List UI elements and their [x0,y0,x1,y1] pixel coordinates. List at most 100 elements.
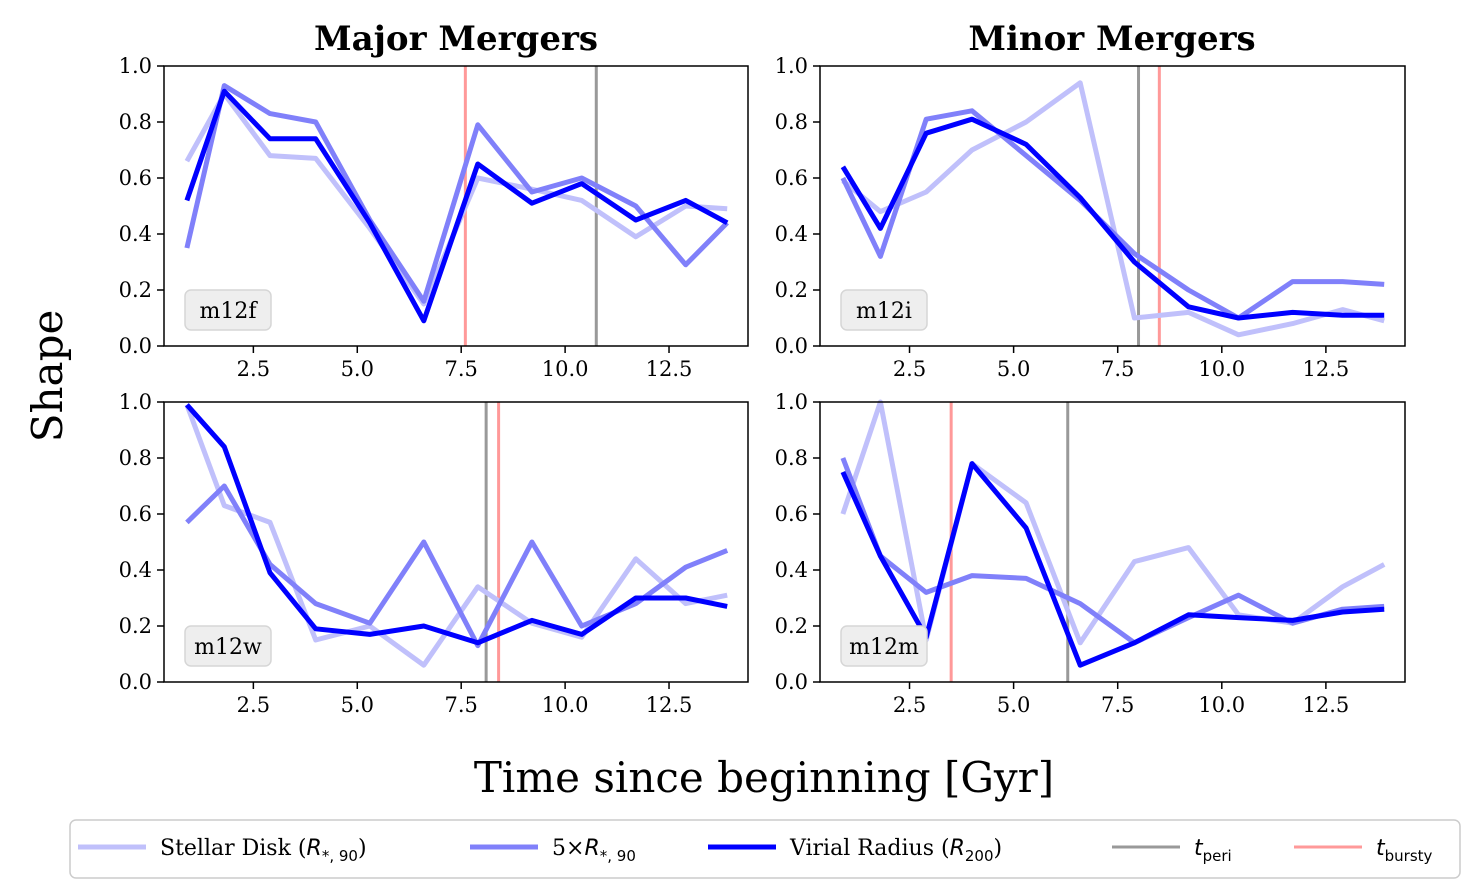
legend-label-text: Stellar Disk ( [160,836,307,861]
y-tick-label: 0.0 [775,334,808,358]
x-tick-label: 10.0 [542,357,589,381]
legend-subscript: 200 [965,847,994,865]
series-line-virial [840,461,1385,668]
panel-label: m12w [194,635,262,660]
y-tick-label: 0.4 [775,222,808,246]
legend-symbol: R [584,836,599,861]
y-tick-label: 0.4 [775,558,808,582]
legend-item-virial: Virial Radius (R200) [708,836,1002,865]
axes-frame [819,65,1406,347]
x-tick-label: 12.5 [1303,357,1350,381]
panel-label-box [184,625,272,667]
legend-subscript: *, 90 [600,847,636,865]
legend-subscript: bursty [1385,847,1433,865]
series-line-virial [840,116,1385,321]
y-tick-label: 0.4 [119,222,152,246]
x-tick-label: 7.5 [444,693,477,717]
y-tick-label: 0.6 [775,166,808,190]
x-tick-label: 5.0 [997,693,1030,717]
col-title-major: Major Mergers [314,19,598,59]
legend-label-tail: ) [358,836,367,861]
x-tick-label: 7.5 [444,357,477,381]
x-tick-label: 7.5 [1101,693,1134,717]
panel-m12f: 0.0 0.2 0.4 0.6 0.8 1.0 2.5 5.0 7.5 10.0 12.5 m12f [119,54,749,381]
x-tick-label: 10.0 [1198,693,1245,717]
legend-symbol: R [307,836,322,861]
y-tick-label: 0.8 [119,110,152,134]
panel-label: m12f [200,299,259,324]
series-line-virial [185,403,728,646]
y-tick-label: 1.0 [119,390,152,414]
y-tick-label: 0.0 [775,670,808,694]
x-tick-label: 2.5 [237,357,270,381]
series-line-stellar-disk [841,80,1385,338]
y-tick-label: 0.4 [119,558,152,582]
y-tick-label: 0.2 [775,278,808,302]
legend-label: Stellar Disk (R*, 90) [160,836,367,865]
series-line-stellar-disk [840,399,1386,646]
x-tick-label: 10.0 [542,693,589,717]
y-tick-label: 0.6 [119,166,152,190]
legend-label-text: Virial Radius ( [789,836,950,861]
x-tick-label: 5.0 [997,357,1030,381]
legend: Stellar Disk (R*, 90) 5×R*, 90 Virial Radi… [69,819,1461,879]
y-axis-label: Shape [23,310,72,443]
series-line-virial [184,88,729,324]
legend-item-t-peri: tperi [1112,836,1232,865]
y-tick-label: 0.8 [775,446,808,470]
legend-item-t-bursty: tbursty [1294,836,1433,865]
panels: 0.00.20.40.60.81.02.5 5.0 7.5 10.0 12.5m12f0… [119,54,1406,717]
x-tick-label: 2.5 [893,357,926,381]
axes-frame [163,65,749,347]
legend-label: tperi [1194,836,1232,865]
panel-label: m12i [856,299,912,324]
y-tick-label: 0.0 [119,334,152,358]
y-tick-label: 0.8 [119,446,152,470]
col-title-minor: Minor Mergers [968,19,1255,59]
legend-subscript: *, 90 [322,847,358,865]
panel-label: m12m [849,635,919,660]
y-tick-label: 1.0 [119,54,152,78]
x-tick-label: 12.5 [646,357,693,381]
y-tick-label: 0.2 [119,614,152,638]
panel-label-box [840,289,928,331]
y-tick-label: 0.0 [119,670,152,694]
legend-symbol: t [1376,836,1386,861]
panel-label-box [840,625,928,667]
panel-label-box [184,289,272,331]
legend-label: Virial Radius (R200) [789,836,1002,865]
x-tick-label: 12.5 [646,693,693,717]
legend-label: 5×R*, 90 [552,836,636,865]
y-tick-label: 0.2 [775,614,808,638]
legend-label-text: 5× [552,836,584,861]
x-tick-label: 2.5 [237,693,270,717]
legend-item-stellar-disk: Stellar Disk (R*, 90) [78,836,367,865]
x-tick-label: 10.0 [1198,357,1245,381]
y-tick-label: 1.0 [775,390,808,414]
y-tick-label: 0.6 [775,502,808,526]
x-tick-label: 5.0 [341,693,374,717]
x-tick-label: 2.5 [893,693,926,717]
legend-symbol: t [1194,836,1204,861]
legend-subscript: peri [1203,847,1232,865]
legend-symbol: R [950,836,965,861]
y-tick-label: 0.2 [119,278,152,302]
legend-label-tail: ) [994,836,1003,861]
series-line-five-r90 [184,83,729,304]
x-tick-label: 12.5 [1303,693,1350,717]
y-tick-label: 1.0 [775,54,808,78]
panel-m12m: 0.0 0.2 0.4 0.6 0.8 1.0 2.5 5.0 7.5 10.0 12.5 m12m [775,390,1406,717]
x-axis-label: Time since beginning [Gyr] [474,753,1054,802]
legend-label: tbursty [1376,836,1433,865]
panel-m12w: 0.0 0.2 0.4 0.6 0.8 1.0 2.5 5.0 7.5 10.0 12.5 m12w [119,390,749,717]
x-tick-label: 5.0 [341,357,374,381]
x-tick-label: 7.5 [1101,357,1134,381]
axes-frame [819,401,1406,683]
series-line-stellar-disk [184,403,728,668]
panel-m12i: 0.0 0.2 0.4 0.6 0.8 1.0 2.5 5.0 7.5 10.0 12.5 m12i [775,54,1406,381]
y-tick-label: 0.6 [119,502,152,526]
y-tick-label: 0.8 [775,110,808,134]
axes-frame [163,401,749,683]
legend-item-five-r90: 5×R*, 90 [470,836,636,865]
